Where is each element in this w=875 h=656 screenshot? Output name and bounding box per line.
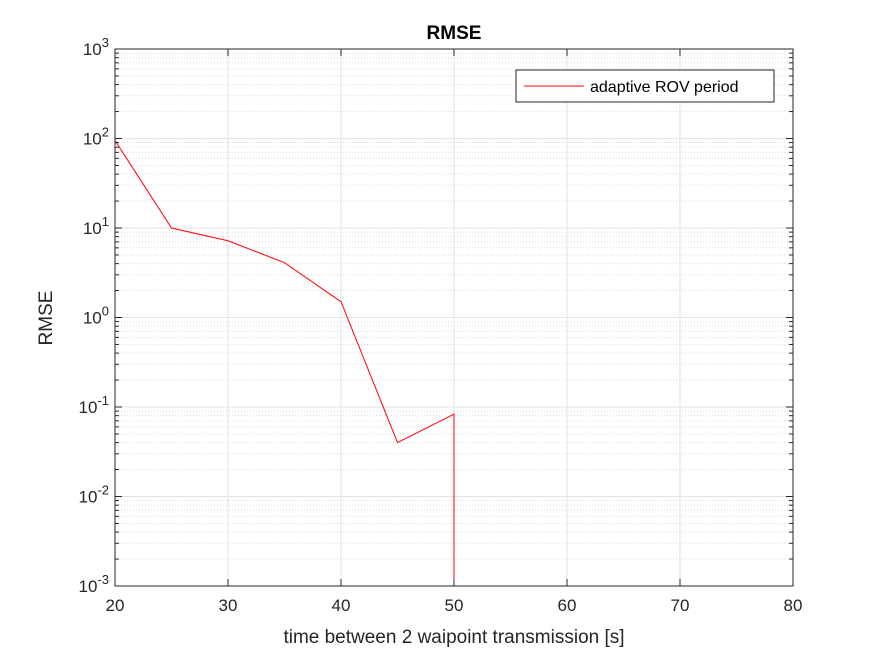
- x-tick-label: 60: [558, 596, 577, 615]
- series-line-adaptive-rov-period: [114, 140, 455, 586]
- x-tick-label: 80: [784, 596, 803, 615]
- y-tick-label: 10-1: [79, 393, 109, 417]
- x-tick-label: 20: [106, 596, 125, 615]
- legend: adaptive ROV period: [515, 69, 775, 103]
- x-tick-labels: 20 30 40 50 60 70 80: [106, 596, 803, 615]
- y-tick-label: 103: [83, 35, 109, 59]
- x-tick-label: 70: [671, 596, 690, 615]
- y-tick-label: 101: [83, 214, 109, 238]
- y-tick-labels: 10-3 10-2 10-1 100 101 102 103: [79, 35, 109, 596]
- chart-title: RMSE: [427, 23, 482, 44]
- x-tick-label: 50: [445, 596, 464, 615]
- y-tick-label: 10-2: [79, 483, 109, 507]
- y-tick-label: 10-3: [79, 572, 109, 596]
- x-tick-label: 30: [219, 596, 238, 615]
- y-tick-label: 102: [83, 125, 109, 149]
- tick-marks: [114, 48, 794, 587]
- y-axis-label: RMSE: [36, 291, 57, 346]
- legend-label: adaptive ROV period: [590, 79, 739, 96]
- x-tick-label: 40: [332, 596, 351, 615]
- x-axis-label: time between 2 waipoint transmission [s]: [283, 627, 624, 648]
- series-layer: [114, 140, 455, 586]
- y-tick-label: 100: [83, 304, 109, 328]
